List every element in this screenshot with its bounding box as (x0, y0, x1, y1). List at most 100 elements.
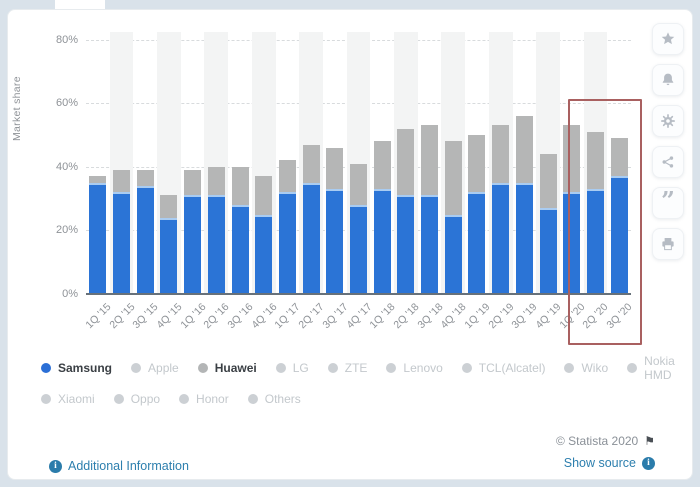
bar-segment-huawei[interactable] (397, 128, 415, 196)
legend-label: TCL(Alcatel) (478, 361, 546, 375)
additional-information-link[interactable]: i Additional Information (49, 459, 189, 473)
legend-label: Lenovo (403, 361, 443, 375)
bar-segment-samsung[interactable] (160, 217, 178, 294)
bar-segment-samsung[interactable] (586, 189, 604, 294)
bar-segment-samsung[interactable] (563, 192, 581, 294)
show-source-link[interactable]: Show source i (564, 456, 655, 470)
bar-segment-samsung[interactable] (468, 192, 486, 294)
y-tick-label: 60% (55, 97, 78, 110)
legend-item-lenovo[interactable]: Lenovo (386, 361, 443, 375)
legend-label: Honor (196, 392, 229, 406)
legend-item-samsung[interactable]: Samsung (41, 361, 112, 375)
y-tick-label: 20% (55, 224, 78, 237)
legend-label: Wiko (581, 361, 609, 375)
bar-segment-huawei[interactable] (113, 170, 131, 193)
chart-card: Market share 0% 20% 40% 60% 80% 1Q '15 2Q '15 3… (7, 9, 693, 480)
favorite-button[interactable] (652, 23, 684, 55)
legend-item-honor[interactable]: Honor (179, 392, 229, 406)
legend-dot-icon (41, 394, 51, 404)
legend-dot-icon (627, 363, 638, 373)
legend-item-huawei[interactable]: Huawei (197, 361, 257, 375)
legend-label: Samsung (58, 361, 113, 375)
legend-item-zte[interactable]: ZTE (327, 361, 367, 375)
bar-segment-samsung[interactable] (515, 182, 533, 294)
bar-segment-huawei[interactable] (468, 135, 486, 193)
legend-item-apple[interactable]: Apple (131, 361, 179, 375)
bar-segment-samsung[interactable] (421, 195, 439, 294)
bar-segment-huawei[interactable] (207, 166, 225, 196)
legend-label: Nokia HMD (644, 354, 675, 382)
legend-item-others[interactable]: Others (247, 392, 301, 406)
quote-icon: ” (661, 186, 675, 215)
bar-segment-huawei[interactable] (231, 166, 249, 205)
bar-segment-huawei[interactable] (539, 154, 557, 209)
additional-information-label: Additional Information (68, 459, 189, 473)
bar-segment-samsung[interactable] (444, 214, 462, 294)
bar-segment-samsung[interactable] (373, 189, 391, 294)
flag-icon: ⚑ (644, 434, 655, 448)
bar-segment-samsung[interactable] (184, 195, 202, 294)
legend-dot-icon (197, 363, 208, 373)
bar-segment-samsung[interactable] (397, 195, 415, 294)
bar-segment-huawei[interactable] (278, 160, 296, 193)
y-tick-label: 40% (55, 160, 78, 173)
y-tick-label: 0% (62, 288, 78, 300)
legend-item-nokia-hmd[interactable]: Nokia HMD (627, 354, 675, 382)
legend-label: Others (264, 392, 301, 406)
bar-segment-huawei[interactable] (326, 147, 344, 190)
bar-segment-samsung[interactable] (350, 204, 367, 294)
bar-segment-samsung[interactable] (89, 182, 107, 294)
bar-segment-huawei[interactable] (492, 125, 510, 183)
print-button[interactable] (652, 228, 684, 260)
bar-segment-huawei[interactable] (302, 144, 320, 183)
legend-item-oppo[interactable]: Oppo (113, 392, 160, 406)
bar-segment-huawei[interactable] (515, 115, 533, 183)
x-axis-line (86, 293, 631, 295)
bar-segment-samsung[interactable] (610, 176, 628, 294)
info-icon: i (49, 459, 62, 473)
legend-dot-icon (179, 394, 190, 404)
show-source-label: Show source (563, 456, 636, 470)
share-button[interactable] (652, 146, 684, 178)
bar-segment-huawei[interactable] (255, 176, 273, 215)
bar-segment-huawei[interactable] (136, 170, 154, 186)
bar-segment-samsung[interactable] (136, 185, 154, 294)
bar-segment-samsung[interactable] (302, 182, 320, 294)
legend-item-xiaomi[interactable]: Xiaomi (41, 392, 95, 406)
bar-segment-samsung[interactable] (255, 214, 273, 294)
bar-segment-huawei[interactable] (610, 138, 628, 177)
bar-segment-huawei[interactable] (421, 125, 439, 196)
bar-segment-huawei[interactable] (350, 163, 367, 205)
legend: Samsung Apple Huawei LG ZTE Lenovo TCL(Alcatel… (41, 354, 675, 416)
cite-button[interactable]: ” (652, 187, 684, 219)
bar-segment-samsung[interactable] (207, 195, 225, 294)
legend-label: Apple (148, 361, 179, 375)
legend-item-wiko[interactable]: Wiko (564, 361, 608, 375)
legend-row: Xiaomi Oppo Honor Others (41, 392, 641, 406)
bar-segment-samsung[interactable] (326, 189, 344, 294)
legend-item-lg[interactable]: LG (275, 361, 309, 375)
legend-label: Huawei (214, 361, 257, 375)
printer-icon (659, 235, 677, 253)
settings-button[interactable] (652, 105, 684, 137)
bar-segment-huawei[interactable] (184, 169, 202, 196)
bar-segment-huawei[interactable] (586, 131, 604, 190)
bar-segment-samsung[interactable] (278, 192, 296, 294)
bar-segment-samsung[interactable] (113, 192, 131, 294)
screenshot-edge-artifact (55, 0, 105, 10)
bar-segment-huawei[interactable] (373, 141, 391, 190)
bar-segment-huawei[interactable] (89, 176, 107, 183)
legend-item-tcl-alcatel-[interactable]: TCL(Alcatel) (461, 361, 546, 375)
bar-segment-huawei[interactable] (563, 125, 581, 193)
bar-segment-huawei[interactable] (444, 141, 462, 215)
notifications-button[interactable] (652, 64, 684, 96)
legend-dot-icon (41, 363, 51, 373)
bar-segment-samsung[interactable] (492, 182, 510, 294)
bar-segment-samsung[interactable] (539, 208, 557, 294)
bar-segment-huawei[interactable] (160, 195, 178, 218)
bar-segment-samsung[interactable] (231, 204, 249, 294)
share-icon (659, 153, 677, 171)
toolbar-rail: ” (652, 23, 684, 260)
star-icon (659, 30, 677, 48)
